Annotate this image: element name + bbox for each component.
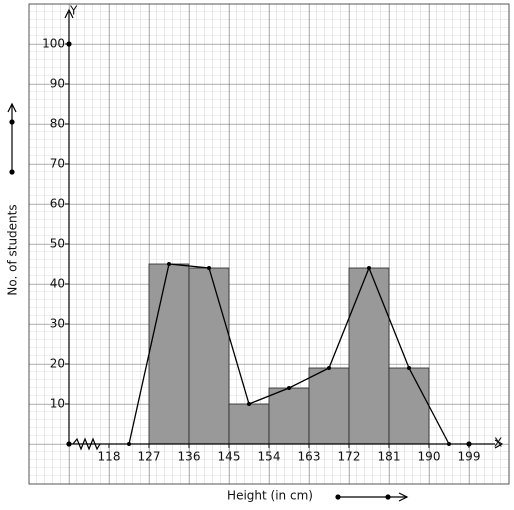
- bar: [188, 267, 230, 445]
- x-tick-label: 154: [258, 450, 281, 464]
- y-tick-label: 20: [50, 357, 65, 371]
- bar: [228, 403, 270, 445]
- x-axis-name: X: [494, 436, 502, 450]
- bar: [148, 263, 190, 445]
- y-tick-label: 70: [50, 157, 65, 171]
- x-tick-label: 127: [138, 450, 161, 464]
- y-tick-label: 50: [50, 237, 65, 251]
- polygon-point: [207, 266, 211, 270]
- y-tick-label: 90: [50, 77, 65, 91]
- bar: [308, 367, 350, 445]
- polygon-point: [247, 402, 251, 406]
- y-tick-label: 80: [50, 117, 65, 131]
- x-tick-label: 181: [378, 450, 401, 464]
- x-tick-label: 199: [458, 450, 481, 464]
- graph-paper: [28, 3, 510, 485]
- polygon-point: [367, 266, 371, 270]
- y-tick-label: 30: [50, 317, 65, 331]
- x-tick-label: 145: [218, 450, 241, 464]
- bar: [388, 367, 430, 445]
- y-tick-label: 40: [50, 277, 65, 291]
- x-tick-label: 136: [178, 450, 201, 464]
- x-axis-label: Height (in cm): [227, 489, 313, 503]
- polygon-point: [167, 262, 171, 266]
- bar: [348, 267, 390, 445]
- y-axis-name: Y: [69, 4, 78, 18]
- polygon-point: [407, 366, 411, 370]
- x-tick-label: 118: [98, 450, 121, 464]
- polygon-point: [287, 386, 291, 390]
- decor-arrows: [7, 102, 409, 502]
- y-tick-label: 100: [42, 37, 65, 51]
- polygon-point: [327, 366, 331, 370]
- x-tick-label: 172: [338, 450, 361, 464]
- y-tick-label: 60: [50, 197, 65, 211]
- x-tick-label: 163: [298, 450, 321, 464]
- y-axis-label: No. of students: [6, 204, 20, 295]
- bar: [268, 387, 310, 445]
- x-tick-label: 190: [418, 450, 441, 464]
- plot-area: [127, 262, 451, 446]
- y-tick-label: 10: [50, 397, 65, 411]
